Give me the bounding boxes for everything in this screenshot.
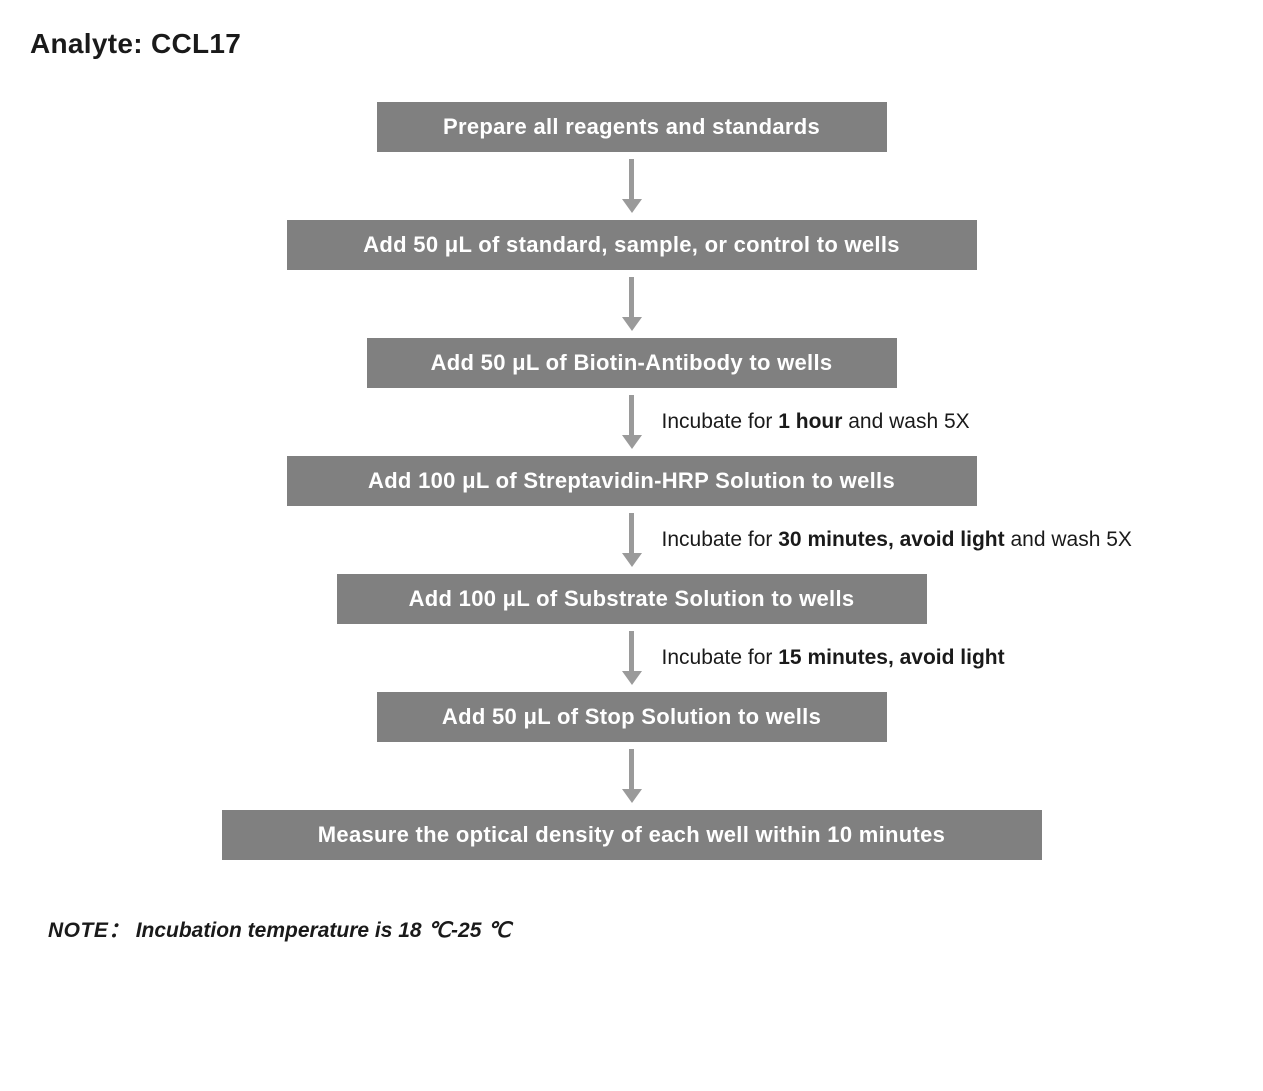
arrow-down-icon [622, 513, 642, 567]
step-box: Add 50 μL of Biotin-Antibody to wells [367, 338, 897, 388]
flow-arrow [30, 742, 1233, 810]
flow-arrow [30, 270, 1233, 338]
arrow-down-icon [622, 631, 642, 685]
step-box: Add 50 μL of standard, sample, or contro… [287, 220, 977, 270]
footnote: NOTE： Incubation temperature is 18 ℃-25 … [30, 914, 1233, 944]
arrow-note: Incubate for 15 minutes, avoid light [662, 646, 1005, 670]
analyte-label: Analyte: [30, 28, 143, 59]
flow-arrow: Incubate for 15 minutes, avoid light [30, 624, 1233, 692]
flow-step: Add 50 μL of Stop Solution to wells [30, 692, 1233, 742]
flow-arrow [30, 152, 1233, 220]
arrow-note: Incubate for 30 minutes, avoid light and… [662, 528, 1132, 552]
arrow-down-icon [622, 277, 642, 331]
arrow-down-icon [622, 749, 642, 803]
step-box: Add 100 μL of Substrate Solution to well… [337, 574, 927, 624]
flowchart-container: Prepare all reagents and standards Add 50… [30, 102, 1233, 860]
flow-step: Prepare all reagents and standards [30, 102, 1233, 152]
flow-step: Add 50 μL of Biotin-Antibody to wells [30, 338, 1233, 388]
step-box: Measure the optical density of each well… [222, 810, 1042, 860]
arrow-down-icon [622, 395, 642, 449]
step-box: Add 100 μL of Streptavidin-HRP Solution … [287, 456, 977, 506]
flow-step: Add 100 μL of Streptavidin-HRP Solution … [30, 456, 1233, 506]
footnote-label: NOTE： [48, 919, 130, 942]
step-box: Add 50 μL of Stop Solution to wells [377, 692, 887, 742]
step-box: Prepare all reagents and standards [377, 102, 887, 152]
arrow-down-icon [622, 159, 642, 213]
flow-step: Add 100 μL of Substrate Solution to well… [30, 574, 1233, 624]
flow-step: Add 50 μL of standard, sample, or contro… [30, 220, 1233, 270]
footnote-text: Incubation temperature is 18 ℃-25 ℃ [136, 919, 511, 942]
analyte-value: CCL17 [151, 28, 241, 59]
flow-step: Measure the optical density of each well… [30, 810, 1233, 860]
arrow-note: Incubate for 1 hour and wash 5X [662, 410, 970, 434]
page-title: Analyte: CCL17 [30, 28, 1233, 60]
flow-arrow: Incubate for 1 hour and wash 5X [30, 388, 1233, 456]
flow-arrow: Incubate for 30 minutes, avoid light and… [30, 506, 1233, 574]
